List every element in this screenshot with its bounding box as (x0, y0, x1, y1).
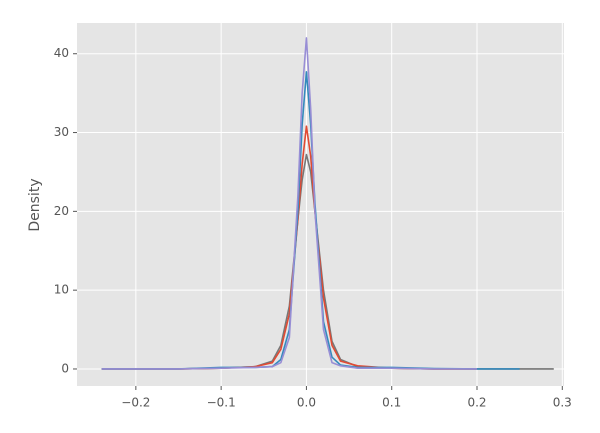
y-tick-label: 30 (54, 125, 69, 139)
y-tick-label: 0 (61, 361, 69, 375)
plot-area (77, 23, 564, 386)
x-tick-label: 0.2 (467, 396, 486, 410)
x-tick-label: 0.0 (297, 396, 316, 410)
y-axis-label: Density (27, 178, 43, 231)
x-tick-label: −0.2 (121, 396, 150, 410)
x-tick-label: 0.3 (553, 396, 572, 410)
density-line (101, 37, 478, 370)
y-tick-label: 10 (54, 283, 69, 297)
x-tick-label: −0.1 (207, 396, 236, 410)
y-tick-label: 20 (54, 204, 69, 218)
y-tick-label: 40 (54, 46, 69, 60)
x-tick-label: 0.1 (382, 396, 401, 410)
